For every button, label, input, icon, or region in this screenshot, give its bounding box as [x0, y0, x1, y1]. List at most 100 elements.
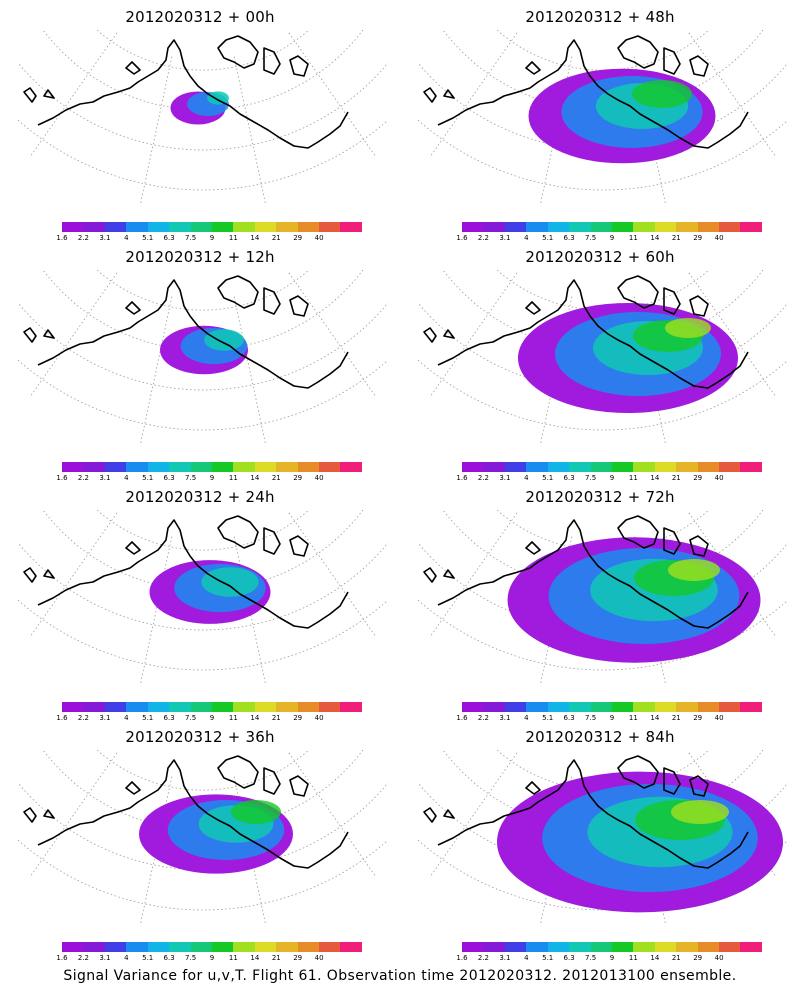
colorbar-tick-label: 14: [650, 474, 660, 482]
colorbar-swatch: [526, 462, 548, 472]
variance-field: [497, 771, 783, 913]
colorbar-swatch: [590, 462, 612, 472]
colorbar-tick-label: 21: [671, 714, 681, 722]
colorbar-tick-label: 1.6: [56, 954, 68, 962]
colorbar-tick-label: 29: [693, 474, 703, 482]
panel-title: 2012020312 + 72h: [525, 488, 675, 506]
colorbar-swatch: [126, 222, 148, 232]
colorbar-swatch: [62, 222, 84, 232]
colorbar-tick-label: 6.3: [163, 474, 175, 482]
colorbar-tick-label: 2.2: [77, 234, 89, 242]
colorbar-tick-label: 14: [650, 714, 660, 722]
colorbar-swatch: [611, 222, 634, 232]
colorbar-swatch: [697, 222, 720, 232]
colorbar-tick-label: 40: [714, 714, 724, 722]
colorbar-tick-label: 5.1: [142, 234, 154, 242]
colorbar: [62, 942, 362, 952]
colorbar-tick-label: 3.1: [99, 714, 111, 722]
colorbar-tick-label: 7.5: [185, 714, 197, 722]
colorbar-tick-label: 5.1: [542, 474, 554, 482]
map-panel: 2012020312 + 84h 1.6 2.2 3.1 4 5.1 6.3 7.5 9 11 14…: [400, 720, 800, 962]
colorbar-tick-label: 11: [628, 954, 638, 962]
colorbar-swatch: [211, 942, 234, 952]
colorbar-swatch: [126, 942, 148, 952]
colorbar-swatch: [126, 702, 148, 712]
colorbar-labels: 1.6 2.2 3.1 4 5.1 6.3 7.5 9 11 14 21 29 40: [56, 714, 362, 724]
colorbar-labels: 1.6 2.2 3.1 4 5.1 6.3 7.5 9 11 14 21 29 40: [456, 234, 762, 244]
colorbar-swatch: [254, 702, 277, 712]
variance-map: [418, 270, 788, 444]
colorbar-swatch: [104, 942, 127, 952]
colorbar-tick-label: 21: [271, 234, 281, 242]
colorbar-swatch: [611, 702, 634, 712]
colorbar-tick-label: 2.2: [77, 474, 89, 482]
colorbar-swatch: [83, 942, 105, 952]
colorbar-tick-label: 40: [714, 234, 724, 242]
coastline: [423, 515, 749, 629]
colorbar-swatch: [697, 702, 720, 712]
colorbar-tick-label: 11: [628, 234, 638, 242]
colorbar-tick-label: 5.1: [142, 474, 154, 482]
colorbar-swatch: [147, 702, 170, 712]
colorbar-tick-label: 4: [524, 474, 529, 482]
colorbar-swatch: [340, 942, 362, 952]
colorbar-swatch: [676, 702, 698, 712]
map-panel: 2012020312 + 60h 1.6 2.2 3.1 4 5.1 6.3 7.5 9 11 14…: [400, 240, 800, 482]
colorbar-swatch: [633, 462, 655, 472]
colorbar-swatch: [569, 222, 591, 232]
colorbar-tick-label: 14: [650, 954, 660, 962]
colorbar-tick-label: 11: [228, 234, 238, 242]
colorbar-tick-label: 1.6: [56, 714, 68, 722]
colorbar-labels: 1.6 2.2 3.1 4 5.1 6.3 7.5 9 11 14 21 29 40: [456, 474, 762, 484]
colorbar-tick-label: 40: [314, 954, 324, 962]
colorbar-swatch: [633, 222, 655, 232]
colorbar-tick-label: 29: [693, 954, 703, 962]
colorbar-swatch: [104, 462, 127, 472]
colorbar-swatch: [569, 702, 591, 712]
colorbar-swatch: [169, 462, 191, 472]
colorbar-labels: 1.6 2.2 3.1 4 5.1 6.3 7.5 9 11 14 21 29 40: [56, 954, 362, 964]
colorbar-tick-label: 40: [714, 474, 724, 482]
colorbar-tick-label: 5.1: [542, 954, 554, 962]
colorbar-tick-label: 2.2: [77, 954, 89, 962]
colorbar-tick-label: 9: [609, 474, 615, 482]
colorbar-swatch: [104, 702, 127, 712]
colorbar-tick-label: 3.1: [99, 474, 111, 482]
variance-field: [139, 794, 293, 874]
colorbar-tick-label: 3.1: [499, 954, 511, 962]
colorbar: [462, 942, 762, 952]
colorbar-tick-label: 4: [524, 234, 529, 242]
colorbar: [462, 222, 762, 232]
colorbar-swatch: [276, 462, 298, 472]
colorbar-tick-label: 21: [271, 954, 281, 962]
colorbar-swatch: [547, 462, 570, 472]
colorbar-swatch: [483, 942, 505, 952]
colorbar-tick-label: 29: [293, 954, 303, 962]
variance-map: [18, 30, 388, 204]
colorbar-tick-label: 7.5: [185, 954, 197, 962]
colorbar-swatch: [719, 702, 741, 712]
colorbar: [62, 222, 362, 232]
colorbar-swatch: [611, 942, 634, 952]
colorbar-swatch: [319, 222, 341, 232]
colorbar: [62, 702, 362, 712]
colorbar-swatch: [340, 462, 362, 472]
colorbar-swatch: [147, 942, 170, 952]
colorbar-tick-label: 7.5: [585, 714, 597, 722]
colorbar-tick-label: 29: [293, 234, 303, 242]
colorbar-tick-label: 3.1: [99, 954, 111, 962]
colorbar-tick-label: 3.1: [499, 714, 511, 722]
colorbar-swatch: [62, 942, 84, 952]
colorbar-swatch: [276, 942, 298, 952]
colorbar-swatch: [169, 222, 191, 232]
colorbar-labels: 1.6 2.2 3.1 4 5.1 6.3 7.5 9 11 14 21 29 40: [56, 234, 362, 244]
colorbar-swatch: [233, 462, 255, 472]
colorbar-tick-label: 9: [609, 234, 615, 242]
colorbar-swatch: [233, 702, 255, 712]
colorbar-swatch: [547, 222, 570, 232]
colorbar-swatch: [483, 222, 505, 232]
colorbar-swatch: [297, 462, 320, 472]
colorbar-swatch: [297, 702, 320, 712]
variance-field: [160, 325, 248, 375]
colorbar-swatch: [462, 942, 484, 952]
